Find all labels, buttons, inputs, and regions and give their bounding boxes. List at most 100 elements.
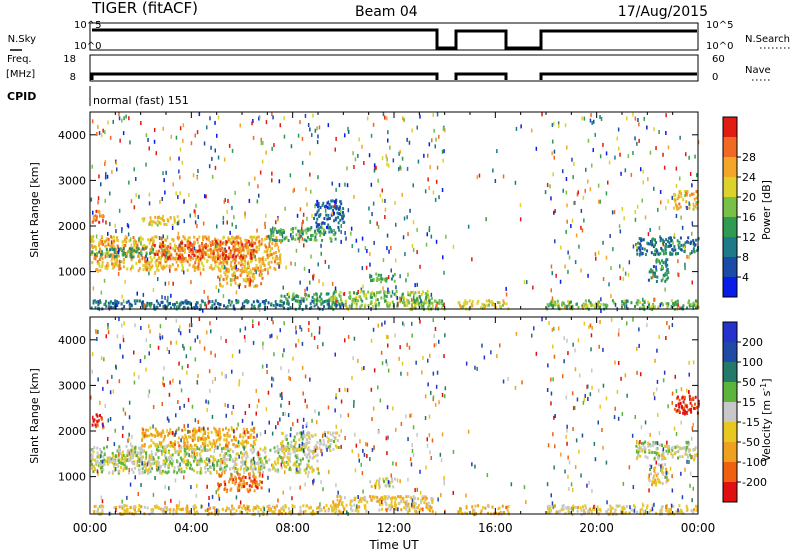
data-cell <box>247 490 250 493</box>
noise-cell <box>164 295 166 300</box>
noise-cell <box>427 177 429 182</box>
data-cell <box>655 452 658 456</box>
noise-cell <box>351 244 353 248</box>
data-cell <box>149 216 152 220</box>
data-cell <box>214 430 217 434</box>
data-cell <box>249 436 252 439</box>
data-cell <box>640 251 643 255</box>
data-cell <box>305 467 308 471</box>
data-cell <box>158 432 161 436</box>
data-cell <box>259 269 262 273</box>
data-cell <box>100 462 103 466</box>
data-cell <box>99 252 102 256</box>
data-cell <box>99 239 102 243</box>
data-cell <box>189 466 191 470</box>
data-cell <box>245 450 248 454</box>
data-cell <box>285 434 288 437</box>
noise-cell <box>172 182 174 187</box>
data-cell <box>231 466 234 470</box>
data-cell <box>163 248 166 252</box>
data-cell <box>392 274 395 278</box>
noise-cell <box>684 262 686 267</box>
data-cell <box>361 299 364 303</box>
data-cell <box>288 449 291 453</box>
data-cell <box>117 469 120 473</box>
data-cell <box>154 260 157 264</box>
noise-cell <box>389 145 391 150</box>
data-cell <box>335 297 338 301</box>
noise-cell <box>621 207 624 211</box>
data-cell <box>650 270 653 274</box>
noise-cell <box>411 243 414 248</box>
noise-cell <box>127 232 130 237</box>
data-cell <box>98 214 101 218</box>
data-cell <box>235 438 237 442</box>
noise-cell <box>298 238 301 243</box>
data-cell <box>131 468 133 471</box>
data-cell <box>551 299 554 302</box>
data-cell <box>213 426 216 430</box>
data-cell <box>251 238 254 242</box>
data-cell <box>278 454 281 458</box>
data-cell <box>240 451 242 455</box>
data-cell <box>157 268 160 272</box>
noise-cell <box>271 146 273 151</box>
data-cell <box>389 497 392 500</box>
data-cell <box>176 460 179 464</box>
noise-cell <box>224 198 226 202</box>
data-cell <box>465 504 468 508</box>
data-cell <box>227 267 230 271</box>
noise-cell <box>653 186 655 191</box>
data-cell <box>546 505 549 509</box>
noise-cell <box>384 215 386 219</box>
noise-cell <box>552 304 554 309</box>
data-cell <box>117 459 120 463</box>
data-cell <box>391 505 394 509</box>
data-cell <box>429 505 432 508</box>
data-cell <box>630 301 633 305</box>
data-cell <box>310 466 313 470</box>
data-cell <box>218 474 221 478</box>
data-cell <box>261 262 264 266</box>
data-cell <box>336 299 339 303</box>
data-cell <box>178 447 181 451</box>
data-cell <box>313 231 316 235</box>
data-cell <box>672 193 675 197</box>
noise-cell <box>135 177 137 181</box>
data-cell <box>150 220 153 224</box>
data-cell <box>266 267 269 271</box>
data-cell <box>281 432 284 435</box>
data-cell <box>197 249 200 253</box>
noise-cell <box>252 251 255 256</box>
data-cell <box>655 268 658 272</box>
data-cell <box>246 274 249 278</box>
noise-cell <box>311 213 313 218</box>
noise-cell <box>273 143 275 148</box>
data-cell <box>312 455 315 459</box>
data-cell <box>171 223 174 227</box>
data-cell <box>662 261 665 265</box>
data-cell <box>269 265 272 269</box>
data-cell <box>141 450 144 454</box>
noise-cell <box>416 250 418 255</box>
data-cell <box>123 466 126 470</box>
data-cell <box>246 246 249 250</box>
data-cell <box>661 463 664 467</box>
data-cell <box>227 270 230 274</box>
freq-tick-bottom: 8 <box>70 72 76 83</box>
data-cell <box>224 257 227 260</box>
data-cell <box>695 196 698 200</box>
data-cell <box>252 470 255 474</box>
data-cell <box>209 459 212 463</box>
data-cell <box>665 449 668 453</box>
data-cell <box>623 507 626 511</box>
data-cell <box>264 450 267 454</box>
noise-cell <box>233 215 235 220</box>
data-cell <box>187 445 190 449</box>
noise-cell <box>231 148 234 153</box>
data-cell <box>383 277 386 281</box>
noise-cell <box>624 168 627 173</box>
data-cell <box>303 238 306 242</box>
data-cell <box>672 248 675 252</box>
data-cell <box>251 451 254 455</box>
